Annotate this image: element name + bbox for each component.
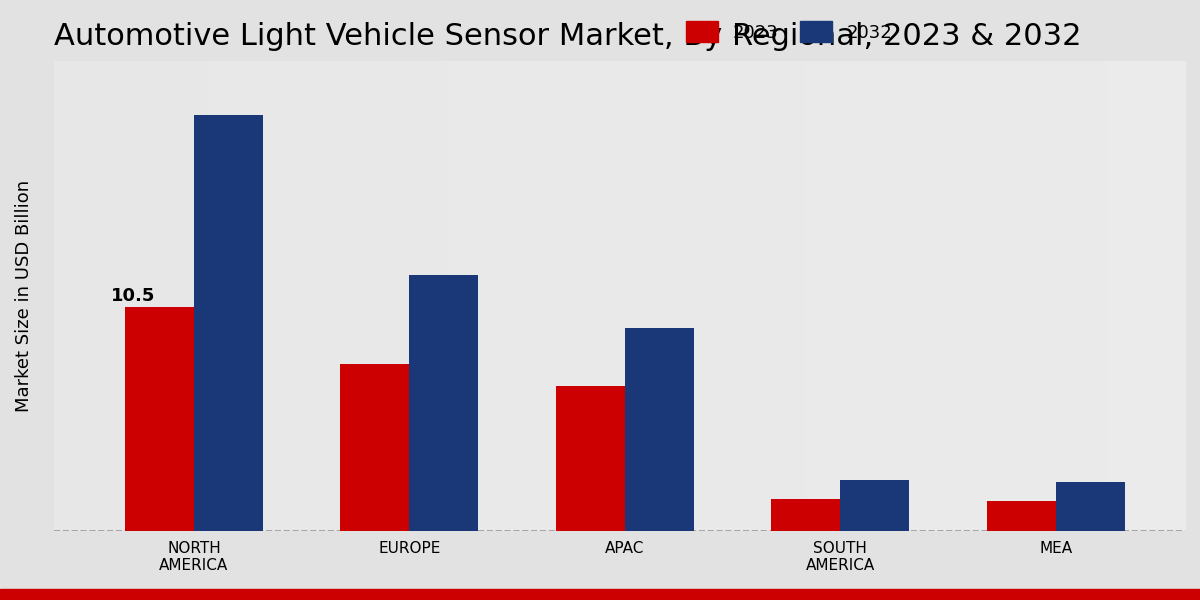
Bar [986, 501, 1056, 531]
Bar [1056, 482, 1124, 531]
Text: Automotive Light Vehicle Sensor Market, By Regional, 2023 & 2032: Automotive Light Vehicle Sensor Market, … [54, 22, 1081, 51]
Bar [840, 479, 910, 531]
Bar [194, 115, 263, 531]
Bar [341, 364, 409, 531]
Bar [625, 328, 694, 531]
Bar [772, 499, 840, 531]
Bar [556, 386, 625, 531]
Text: 10.5: 10.5 [110, 287, 155, 305]
Y-axis label: Market Size in USD Billion: Market Size in USD Billion [16, 180, 34, 412]
Bar [125, 307, 194, 531]
Bar [409, 275, 479, 531]
Legend: 2023, 2032: 2023, 2032 [678, 14, 900, 49]
